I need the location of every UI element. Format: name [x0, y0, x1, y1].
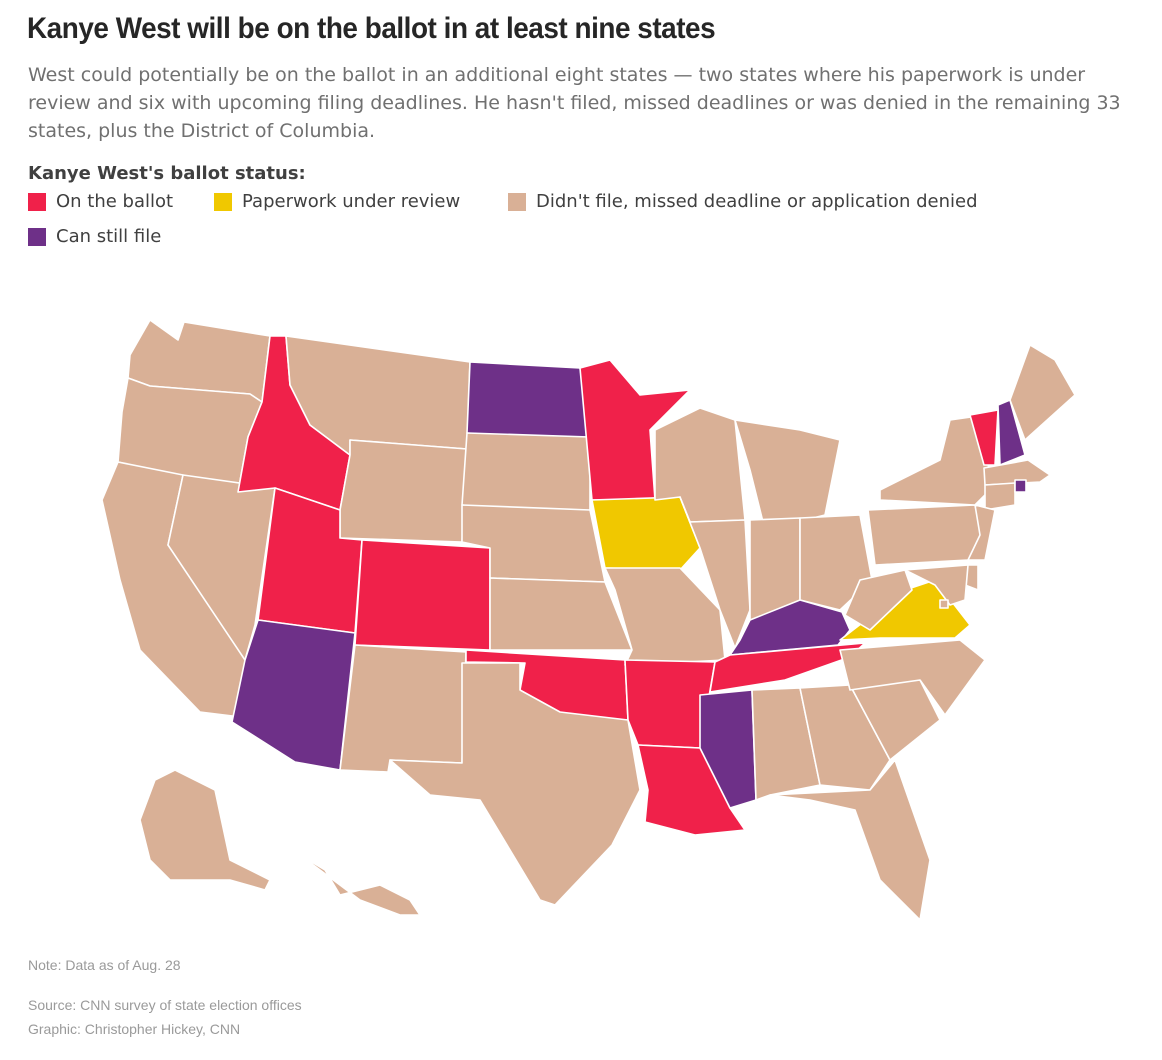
legend-label-review: Paperwork under review — [242, 191, 461, 212]
legend-item-review: Paperwork under review — [214, 191, 460, 212]
state-nj — [967, 504, 996, 561]
state-hi — [299, 854, 421, 916]
state-nh — [997, 399, 1026, 466]
footnote-source: Source: CNN survey of state election off… — [28, 997, 302, 1013]
state-ms — [699, 689, 757, 809]
state-mi — [734, 419, 841, 531]
state-md — [904, 564, 969, 606]
legend-swatch-review — [214, 192, 232, 211]
us-states-map — [101, 319, 1076, 921]
state-ct — [984, 482, 1016, 511]
legend-item-can-file: Can still file — [28, 226, 161, 247]
state-vt — [969, 409, 999, 466]
state-nm — [339, 644, 467, 773]
legend-label-can-file: Can still file — [56, 226, 162, 247]
state-nd — [466, 361, 593, 443]
state-ak — [139, 769, 271, 891]
legend-swatch-denied — [508, 192, 526, 211]
footnote-note: Note: Data as of Aug. 28 — [28, 957, 181, 973]
legend-item-denied: Didn't file, missed deadline or applicat… — [508, 191, 978, 212]
state-nc — [839, 639, 986, 716]
chart-title: Kanye West will be on the ballot in at l… — [27, 12, 716, 45]
legend-swatch-can-file — [28, 227, 46, 246]
legend-title: Kanye West's ballot status: — [28, 163, 306, 184]
legend-label-denied: Didn't file, missed deadline or applicat… — [536, 191, 978, 212]
state-az — [231, 619, 356, 771]
state-il — [679, 496, 751, 649]
state-wv — [844, 569, 913, 631]
chart-subtitle: West could potentially be on the ballot … — [28, 64, 1121, 142]
state-co — [354, 539, 491, 651]
state-wy — [339, 439, 468, 543]
state-ks — [489, 577, 633, 651]
state-dc — [939, 599, 949, 609]
footnote-credit: Graphic: Christopher Hickey, CNN — [28, 1021, 241, 1037]
state-me — [1009, 344, 1076, 441]
legend-swatch-on-ballot — [28, 192, 46, 211]
state-ga — [799, 684, 891, 791]
state-ri — [1014, 479, 1027, 493]
state-pa — [867, 504, 986, 566]
state-ma — [983, 459, 1051, 486]
legend-item-on-ballot: On the ballot — [28, 191, 173, 212]
state-fl — [769, 759, 931, 921]
state-al — [751, 687, 821, 801]
legend-label-on-ballot: On the ballot — [56, 191, 174, 212]
state-tx — [389, 662, 641, 906]
